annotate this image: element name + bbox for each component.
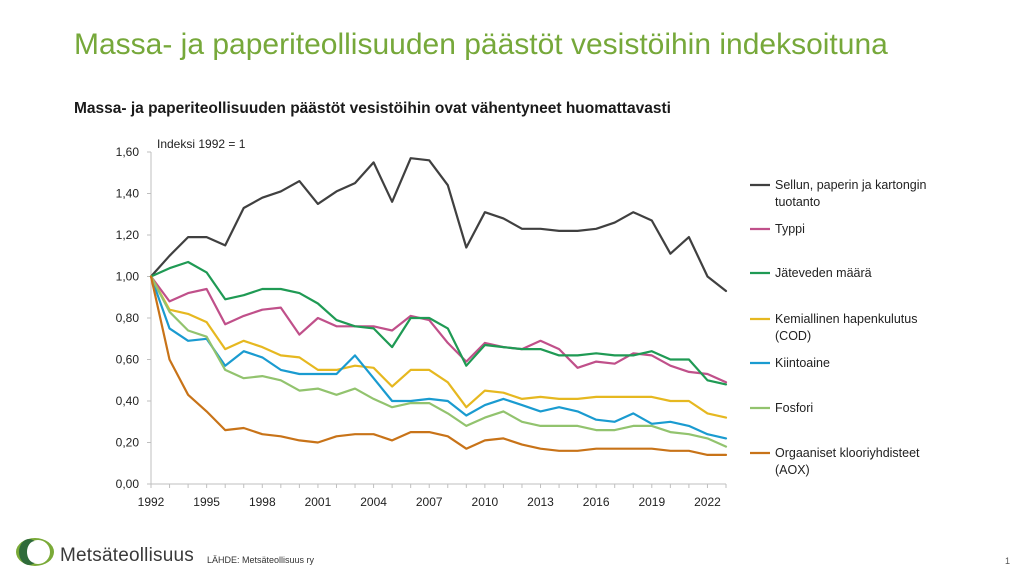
x-tick-label: 2022 (694, 495, 721, 509)
y-tick-label: 1,60 (116, 145, 140, 159)
x-tick-label: 2016 (583, 495, 610, 509)
legend-label: Typpi (775, 222, 805, 236)
x-tick-label: 2010 (472, 495, 499, 509)
legend-label: Jäteveden määrä (775, 266, 872, 280)
legend-label: Kiintoaine (775, 356, 830, 370)
legend-label: Fosfori (775, 401, 813, 415)
y-tick-label: 1,00 (116, 270, 140, 284)
legend-label: Sellun, paperin ja kartongin (775, 178, 927, 192)
chart-legend: Sellun, paperin ja kartongin tuotanto Typp… (750, 178, 927, 477)
y-tick-label: 0,20 (116, 436, 140, 450)
series-line-6 (149, 275, 728, 448)
y-tick-label: 0,40 (116, 394, 140, 408)
series-line-4 (149, 275, 728, 419)
metsateollisuus-logo-icon (16, 538, 54, 566)
x-tick-label: 2019 (638, 495, 665, 509)
series-line-1 (149, 157, 728, 293)
x-tick-label: 1995 (193, 495, 220, 509)
legend-label: (COD) (775, 329, 811, 343)
chart-series (149, 157, 728, 456)
legend-label: (AOX) (775, 463, 810, 477)
legend-label: Kemiallinen hapenkulutus (775, 312, 917, 326)
slide-title: Massa- ja paperiteollisuuden päästöt ves… (74, 28, 888, 61)
y-tick-label: 1,40 (116, 187, 140, 201)
footer-source: LÄHDE: Metsäteollisuus ry (207, 555, 315, 565)
y-tick-label: 0,80 (116, 311, 140, 325)
x-tick-label: 2013 (527, 495, 554, 509)
series-line-2 (149, 275, 728, 384)
index-annotation: Indeksi 1992 = 1 (157, 137, 246, 151)
x-tick-label: 2004 (360, 495, 387, 509)
legend-label: tuotanto (775, 195, 820, 209)
legend-label: Orgaaniset klooriyhdisteet (775, 446, 920, 460)
series-line-3 (149, 260, 728, 386)
chart-title: Massa- ja paperiteollisuuden päästöt ves… (74, 100, 671, 117)
y-tick-label: 1,20 (116, 228, 140, 242)
x-tick-label: 2007 (416, 495, 443, 509)
y-tick-label: 0,60 (116, 353, 140, 367)
footer-brand: Metsäteollisuus (60, 545, 194, 566)
x-tick-label: 1992 (138, 495, 165, 509)
chart-axes: 0,00 0,20 0,40 0,60 0,80 1,00 1,20 1,40 1,60 1992… (116, 145, 727, 509)
series-line-7 (149, 275, 728, 456)
x-tick-label: 2001 (305, 495, 332, 509)
x-tick-label: 1998 (249, 495, 276, 509)
page-number: 1 (1004, 556, 1010, 566)
series-line-5 (149, 275, 728, 440)
y-tick-label: 0,00 (116, 477, 140, 491)
